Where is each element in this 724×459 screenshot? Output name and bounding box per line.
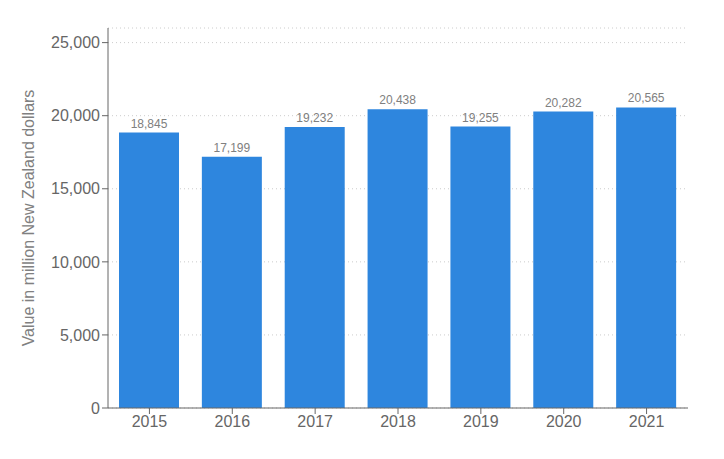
svg-text:2017: 2017 [297,413,333,430]
svg-text:17,199: 17,199 [214,141,251,155]
svg-text:20,438: 20,438 [379,93,416,107]
svg-text:2015: 2015 [132,413,168,430]
svg-text:2018: 2018 [380,413,416,430]
svg-text:20,282: 20,282 [545,96,582,110]
svg-text:5,000: 5,000 [60,327,100,344]
svg-text:18,845: 18,845 [131,117,168,131]
svg-text:2020: 2020 [546,413,582,430]
svg-text:Value in million New Zealand d: Value in million New Zealand dollars [20,90,37,347]
svg-text:20,565: 20,565 [628,91,665,105]
svg-text:0: 0 [91,400,100,417]
svg-text:19,255: 19,255 [462,111,499,125]
svg-text:25,000: 25,000 [51,34,100,51]
svg-text:2021: 2021 [629,413,665,430]
svg-text:20,000: 20,000 [51,107,100,124]
svg-text:19,232: 19,232 [296,111,333,125]
svg-text:2019: 2019 [463,413,499,430]
svg-text:10,000: 10,000 [51,254,100,271]
svg-text:2016: 2016 [214,413,250,430]
svg-text:15,000: 15,000 [51,180,100,197]
